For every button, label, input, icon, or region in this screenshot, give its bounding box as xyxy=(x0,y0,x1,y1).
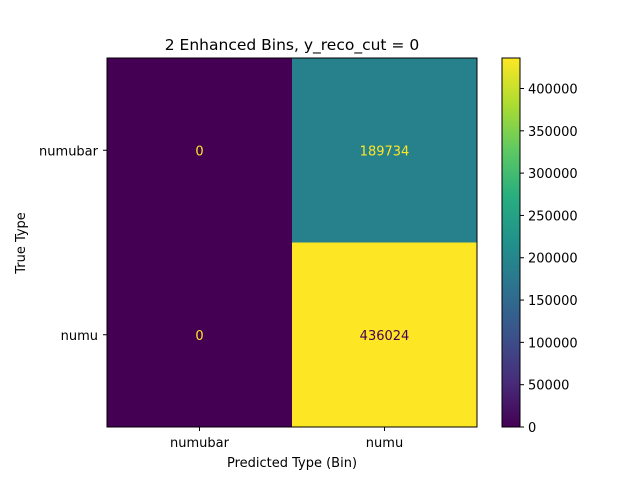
colorbar-tick-label: 100000 xyxy=(528,336,578,351)
y-axis-label: True Type xyxy=(14,212,29,275)
colorbar-tick-label: 250000 xyxy=(528,209,578,224)
chart-title: 2 Enhanced Bins, y_reco_cut = 0 xyxy=(165,36,419,55)
y-tick-label: numu xyxy=(61,329,98,344)
colorbar-tick-label: 0 xyxy=(528,421,536,436)
y-tick-label: numubar xyxy=(39,144,99,159)
cell-value-label: 436024 xyxy=(360,329,410,344)
colorbar-tick-label: 300000 xyxy=(528,167,578,182)
cell-value-label: 0 xyxy=(195,329,203,344)
heatmap-cell xyxy=(107,58,293,243)
heatmap-cell xyxy=(292,58,478,243)
heatmap-cell xyxy=(107,242,293,428)
cell-value-label: 189734 xyxy=(360,144,410,159)
colorbar-tick-label: 150000 xyxy=(528,294,578,309)
colorbar-tick-label: 50000 xyxy=(528,379,569,394)
heatmap-cell xyxy=(292,242,478,428)
colorbar xyxy=(501,57,521,428)
colorbar-tick-label: 400000 xyxy=(528,82,578,97)
cell-value-label: 0 xyxy=(195,144,203,159)
x-axis-label: Predicted Type (Bin) xyxy=(227,456,357,471)
colorbar-tick-label: 350000 xyxy=(528,125,578,140)
colorbar-tick-label: 200000 xyxy=(528,252,578,267)
plot-frame xyxy=(106,57,478,428)
x-tick-label: numu xyxy=(366,436,403,451)
x-tick-label: numubar xyxy=(170,436,230,451)
